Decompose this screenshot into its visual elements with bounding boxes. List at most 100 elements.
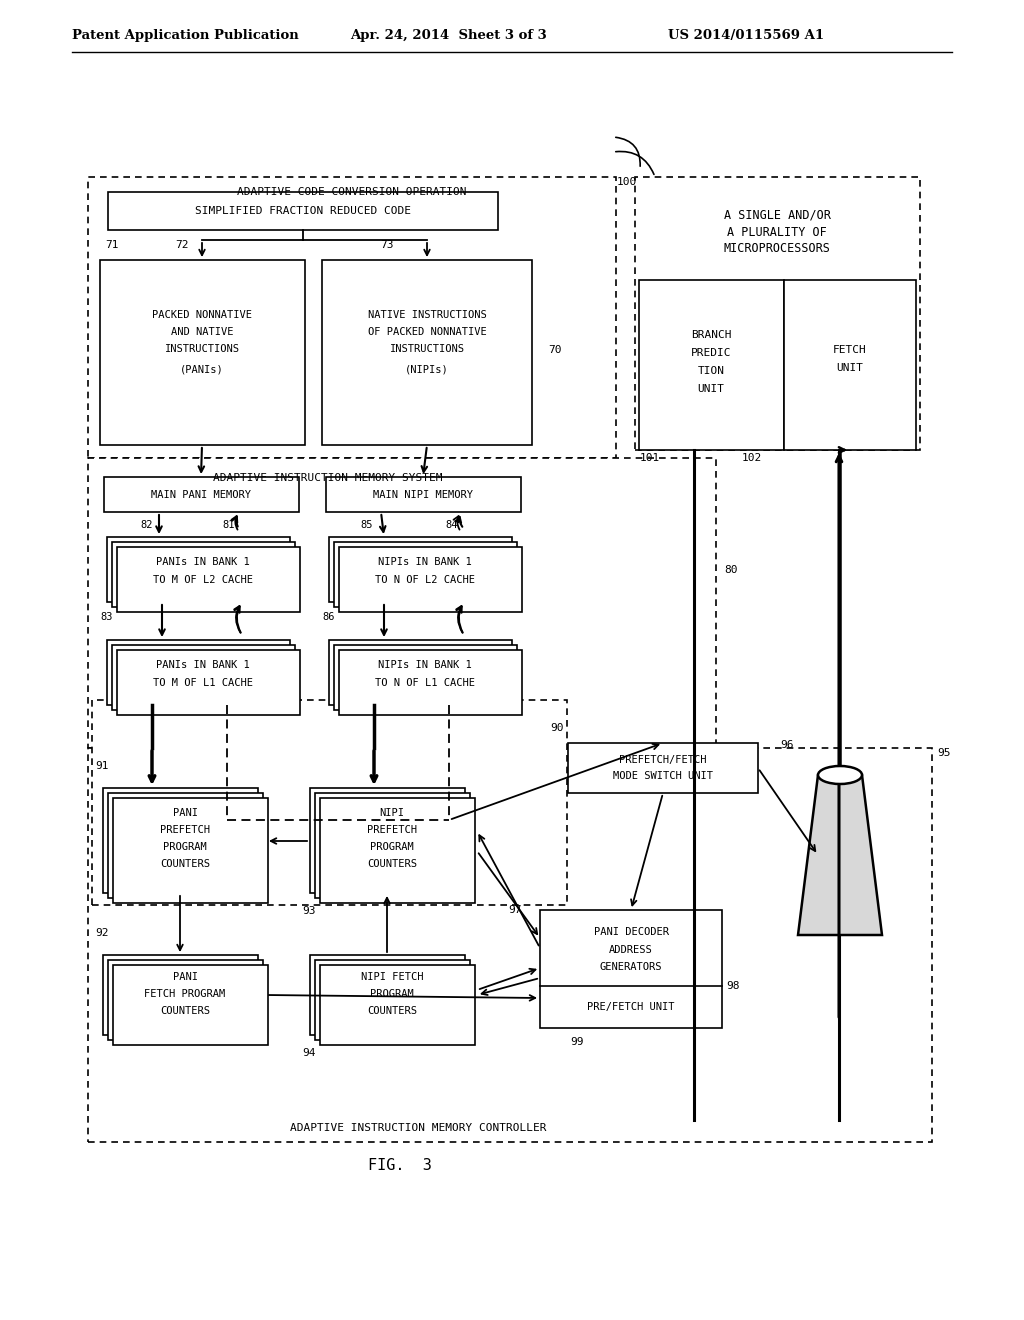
Text: Apr. 24, 2014  Sheet 3 of 3: Apr. 24, 2014 Sheet 3 of 3 (350, 29, 547, 41)
Text: TO N OF L1 CACHE: TO N OF L1 CACHE (375, 678, 475, 688)
Bar (108, 960, 263, 1040)
Polygon shape (798, 775, 882, 935)
Text: A PLURALITY OF: A PLURALITY OF (727, 226, 826, 239)
Text: ADAPTIVE INSTRUCTION MEMORY SYSTEM: ADAPTIVE INSTRUCTION MEMORY SYSTEM (213, 473, 442, 483)
Text: OF PACKED NONNATIVE: OF PACKED NONNATIVE (368, 327, 486, 337)
Text: COUNTERS: COUNTERS (367, 859, 417, 869)
Text: NIPI: NIPI (380, 808, 404, 818)
Bar (103, 954, 258, 1035)
Text: 98: 98 (726, 981, 739, 991)
Text: PANI: PANI (172, 972, 198, 982)
Bar (334, 645, 517, 710)
Bar (339, 546, 522, 612)
Text: PRE/FETCH UNIT: PRE/FETCH UNIT (587, 1002, 675, 1012)
Bar (106, 640, 290, 705)
Bar (339, 649, 522, 715)
Text: 86: 86 (322, 612, 335, 622)
Text: 71: 71 (105, 240, 119, 249)
Text: FIG.  3: FIG. 3 (368, 1158, 432, 1172)
Bar (106, 537, 290, 602)
Ellipse shape (818, 766, 862, 784)
Text: 73: 73 (380, 240, 393, 249)
Text: 81: 81 (222, 520, 234, 531)
Bar (329, 537, 512, 602)
Text: 100: 100 (617, 177, 637, 187)
Text: PREFETCH/FETCH: PREFETCH/FETCH (620, 755, 707, 766)
Bar (639, 280, 784, 450)
Bar (540, 909, 722, 1028)
Text: FETCH: FETCH (834, 345, 867, 355)
Text: INSTRUCTIONS: INSTRUCTIONS (389, 345, 465, 354)
Text: INSTRUCTIONS: INSTRUCTIONS (165, 345, 240, 354)
Text: ADAPTIVE CODE CONVERSION OPERATION: ADAPTIVE CODE CONVERSION OPERATION (238, 187, 467, 197)
Bar (88, 458, 716, 748)
Text: 85: 85 (360, 520, 373, 531)
Bar (784, 280, 916, 450)
Text: 102: 102 (742, 453, 762, 463)
Text: 90: 90 (550, 723, 563, 733)
Bar (315, 793, 470, 898)
Text: UNIT: UNIT (697, 384, 725, 393)
Text: ADAPTIVE INSTRUCTION MEMORY CONTROLLER: ADAPTIVE INSTRUCTION MEMORY CONTROLLER (290, 1123, 546, 1133)
Text: GENERATORS: GENERATORS (600, 962, 663, 972)
Text: PROGRAM: PROGRAM (370, 989, 414, 999)
Bar (568, 743, 758, 793)
Text: 83: 83 (100, 612, 113, 622)
Text: 93: 93 (302, 906, 315, 916)
Text: MAIN PANI MEMORY: MAIN PANI MEMORY (151, 490, 251, 500)
Text: 82: 82 (140, 520, 153, 531)
Bar (113, 799, 268, 903)
Text: NIPIs IN BANK 1: NIPIs IN BANK 1 (378, 660, 472, 671)
Text: 97: 97 (509, 906, 522, 915)
Text: TO M OF L1 CACHE: TO M OF L1 CACHE (153, 678, 253, 688)
Text: PROGRAM: PROGRAM (163, 842, 207, 851)
Text: COUNTERS: COUNTERS (160, 859, 210, 869)
Bar (100, 260, 305, 445)
Text: PANI DECODER: PANI DECODER (594, 927, 669, 937)
Text: NATIVE INSTRUCTIONS: NATIVE INSTRUCTIONS (368, 310, 486, 319)
Text: PREDIC: PREDIC (691, 348, 731, 358)
Text: Patent Application Publication: Patent Application Publication (72, 29, 299, 41)
Text: PANIs IN BANK 1: PANIs IN BANK 1 (156, 660, 250, 671)
Text: ADDRESS: ADDRESS (609, 945, 653, 954)
Text: BRANCH: BRANCH (691, 330, 731, 341)
Text: 101: 101 (640, 453, 660, 463)
Text: SIMPLIFIED FRACTION REDUCED CODE: SIMPLIFIED FRACTION REDUCED CODE (195, 206, 411, 216)
Bar (92, 700, 567, 906)
Bar (319, 965, 475, 1045)
Text: NIPIs IN BANK 1: NIPIs IN BANK 1 (378, 557, 472, 568)
Bar (108, 191, 498, 230)
Text: 84: 84 (445, 520, 458, 531)
Bar (112, 645, 295, 710)
Text: COUNTERS: COUNTERS (160, 1006, 210, 1016)
Text: PANIs IN BANK 1: PANIs IN BANK 1 (156, 557, 250, 568)
Text: 72: 72 (175, 240, 188, 249)
Bar (88, 177, 616, 458)
Text: PROGRAM: PROGRAM (370, 842, 414, 851)
Text: (PANIs): (PANIs) (180, 364, 224, 374)
Bar (310, 954, 465, 1035)
Bar (104, 477, 299, 512)
Bar (326, 477, 521, 512)
Text: AND NATIVE: AND NATIVE (171, 327, 233, 337)
Text: PREFETCH: PREFETCH (160, 825, 210, 836)
Bar (315, 960, 470, 1040)
Text: PREFETCH: PREFETCH (367, 825, 417, 836)
Bar (103, 788, 258, 894)
Text: PACKED NONNATIVE: PACKED NONNATIVE (152, 310, 252, 319)
Text: 80: 80 (724, 565, 737, 576)
Bar (310, 788, 465, 894)
Bar (117, 649, 300, 715)
Bar (117, 546, 300, 612)
Text: 91: 91 (95, 762, 109, 771)
Text: TION: TION (697, 366, 725, 376)
Text: MODE SWITCH UNIT: MODE SWITCH UNIT (613, 771, 713, 781)
Text: PANI: PANI (172, 808, 198, 818)
Bar (334, 543, 517, 607)
Text: (NIPIs): (NIPIs) (406, 364, 449, 374)
Text: 99: 99 (570, 1038, 584, 1047)
Text: COUNTERS: COUNTERS (367, 1006, 417, 1016)
Bar (329, 640, 512, 705)
Bar (88, 748, 932, 1142)
Text: UNIT: UNIT (837, 363, 863, 374)
